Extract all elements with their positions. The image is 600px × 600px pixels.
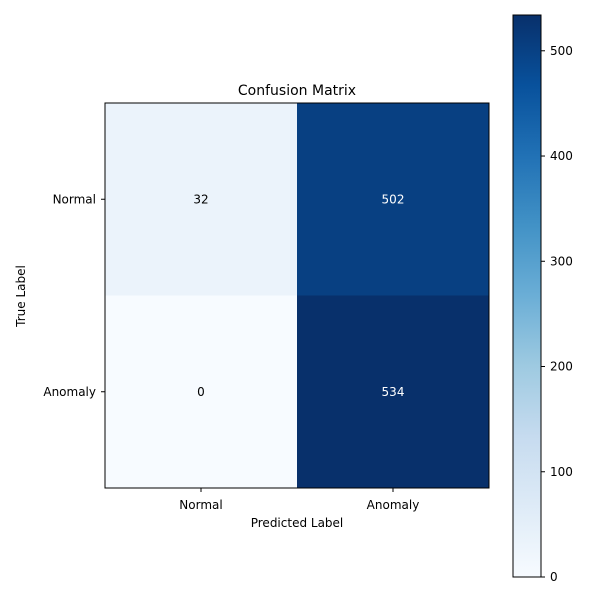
cell-value-label: 32 [193, 192, 208, 206]
cell-value-label: 534 [382, 385, 405, 399]
cell-value-label: 502 [382, 192, 405, 206]
colorbar-tick-label: 400 [550, 149, 573, 163]
colorbar-ticks: 0 100 200 300 400 500 [541, 44, 573, 584]
x-tick-label: Normal [179, 498, 222, 512]
cell-value-label: 0 [197, 385, 205, 399]
colorbar-tick-label: 0 [550, 570, 558, 584]
x-axis-title: Predicted Label [251, 516, 344, 530]
colorbar-tick-label: 300 [550, 254, 573, 268]
x-axis-ticks: Normal Anomaly [179, 488, 419, 512]
heatmap-cell [297, 103, 490, 296]
x-tick-label: Anomaly [367, 498, 420, 512]
colorbar-tick-label: 200 [550, 360, 573, 374]
chart-title: Confusion Matrix [238, 83, 356, 99]
y-axis-ticks: Normal Anomaly [43, 192, 105, 399]
plot-frame [104, 102, 490, 489]
colorbar: 0 100 200 300 400 500 [512, 14, 573, 584]
y-tick-label: Anomaly [43, 385, 96, 399]
heatmap-cell [105, 103, 298, 296]
colorbar-tick-label: 500 [550, 44, 573, 58]
colorbar-tick-label: 100 [550, 465, 573, 479]
colorbar-frame [512, 14, 542, 578]
heatmap-cells: 32 502 0 534 [105, 103, 490, 489]
y-axis-title: True Label [14, 265, 28, 328]
heatmap-cell [297, 295, 490, 489]
colorbar-gradient [513, 15, 541, 577]
y-tick-label: Normal [53, 192, 96, 206]
heatmap-cell [105, 295, 298, 489]
